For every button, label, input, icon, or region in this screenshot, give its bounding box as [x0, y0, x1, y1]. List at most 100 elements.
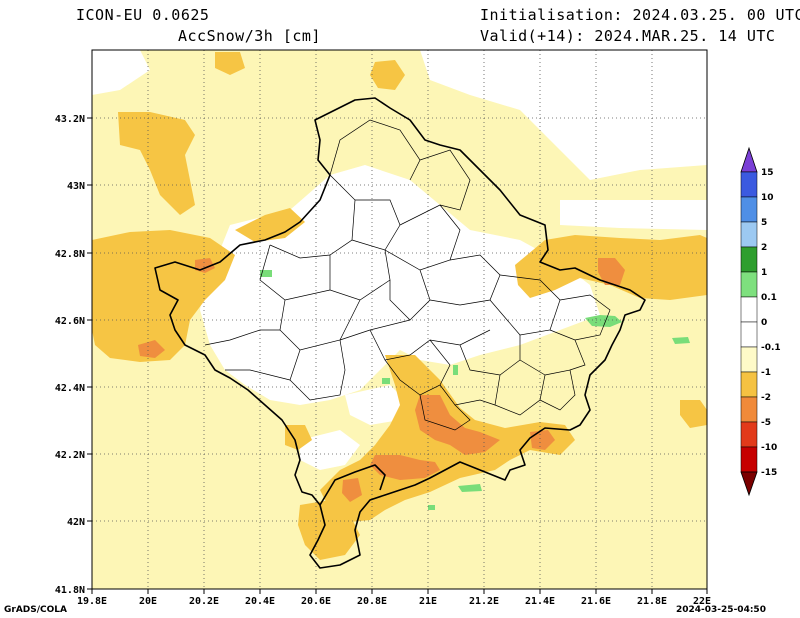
model-title: ICON-EU 0.0625 [76, 6, 210, 24]
colorbar-label: 1 [761, 268, 767, 278]
inner-border-11 [289, 339, 346, 401]
colorbar-label: -5 [761, 418, 771, 428]
snow-green-5 [453, 365, 458, 375]
colorbar-label: -2 [761, 393, 771, 403]
valid-time: Valid(+14): 2024.MAR.25. 14 UTC [480, 27, 776, 45]
snow-green-6 [382, 378, 390, 384]
inner-border-21 [549, 294, 611, 341]
lat-labels: 43.2N 43N 42.8N 42.6N 42.4N 42.2N 42N 41… [55, 114, 85, 596]
inner-border-17 [204, 329, 280, 346]
lat-label: 41.8N [55, 585, 85, 596]
zero-area-north [280, 50, 707, 180]
snow-yellow-topleft [215, 52, 245, 75]
inner-border-20 [419, 149, 471, 211]
snow-orange-south-1 [415, 395, 500, 455]
lat-label: 42.4N [55, 383, 85, 394]
inner-border-15 [539, 369, 576, 411]
inner-border-6 [429, 254, 501, 306]
colorbar-swatch [740, 196, 758, 223]
lon-label: 20.2E [189, 596, 219, 607]
lat-label: 42.6N [55, 316, 85, 327]
snow-field [92, 50, 707, 589]
colorbar-labels: 15 10 5 2 1 0.1 0 -0.1 -1 -2 -5 -10 -15 [761, 168, 781, 478]
lon-label: 21.8E [637, 596, 667, 607]
colorbar-label: 0.1 [761, 293, 777, 303]
inner-border-1 [269, 174, 356, 259]
municipal-borders [204, 119, 611, 431]
snow-orange-west [138, 340, 165, 358]
colorbar-swatch [740, 171, 758, 198]
lat-label: 43.2N [55, 114, 85, 125]
lat-label: 42N [67, 517, 85, 528]
zero-area-south-center [345, 385, 405, 425]
lon-label: 20.4E [245, 596, 275, 607]
colorbar-swatch [740, 221, 758, 248]
inner-border-22 [569, 339, 586, 371]
region-border-south [319, 464, 386, 506]
lon-label: 20.8E [357, 596, 387, 607]
colorbar-swatch [740, 396, 758, 423]
lat-label: 42.2N [55, 450, 85, 461]
region-border [154, 97, 646, 569]
snow-yellow-nw [118, 112, 195, 215]
variable-title: AccSnow/3h [cm] [178, 27, 321, 45]
lon-labels: 19.8E 20E 20.2E 20.4E 20.6E 20.8E 21E 21… [77, 596, 711, 607]
zero-area-top-left [92, 50, 150, 95]
inner-border-14 [494, 359, 546, 416]
footer-credit: GrADS/COLA [4, 605, 67, 615]
colorbar-label: -10 [761, 443, 777, 453]
inner-border-23 [439, 384, 496, 406]
snow-green-1 [260, 270, 272, 277]
inner-border-16 [384, 339, 451, 396]
colorbar-swatch [740, 296, 758, 323]
colorbar-swatch [740, 246, 758, 273]
inner-border-19 [329, 119, 421, 181]
colorbar-top-arrow [740, 146, 758, 173]
inner-border-24 [419, 394, 471, 431]
snow-yellow-se [680, 400, 707, 428]
snow-green-7 [428, 505, 435, 510]
lon-label: 21.4E [525, 596, 555, 607]
colorbar-label: 10 [761, 193, 774, 203]
snow-yellow-north-blob [370, 60, 405, 90]
inner-border-12 [369, 329, 491, 361]
colorbar [740, 146, 758, 497]
lat-label: 43N [67, 181, 85, 192]
snow-green-4 [458, 484, 482, 492]
snow-yellow-southwest [298, 500, 360, 560]
lon-label: 21.2E [469, 596, 499, 607]
lon-label: 20.6E [301, 596, 331, 607]
axis-ticks [87, 117, 708, 594]
lat-label: 42.8N [55, 249, 85, 260]
colorbar-bottom-arrow [740, 471, 758, 497]
snow-orange-south-3 [530, 430, 555, 450]
colorbar-label: 0 [761, 318, 767, 328]
inner-border-3 [384, 204, 461, 271]
inner-border-8 [259, 244, 331, 301]
colorbar-label: -1 [761, 368, 771, 378]
colorbar-label: 15 [761, 168, 774, 178]
lon-label: 21.6E [581, 596, 611, 607]
init-time: Initialisation: 2024.03.25. 00 UTC [480, 6, 800, 24]
colorbar-label: 2 [761, 243, 767, 253]
footer-timestamp: 2024-03-25-04:50 [676, 605, 766, 615]
inner-border-7 [489, 274, 561, 336]
colorbar-swatch [740, 446, 758, 473]
snow-yellow-ridge [235, 208, 305, 242]
colorbar-swatch [740, 346, 758, 373]
snow-green-2 [585, 315, 622, 327]
colorbar-swatch [740, 271, 758, 298]
snow-orange-east [598, 258, 625, 285]
snow-orange-south-4 [342, 478, 362, 502]
zero-area-south [300, 430, 360, 470]
colorbar-swatch [740, 371, 758, 398]
colorbar-label: -0.1 [761, 343, 781, 353]
colorbar-label: 5 [761, 218, 767, 228]
lon-label: 22E [693, 596, 711, 607]
snow-yellow-sw-corner [285, 425, 312, 450]
lon-label: 19.8E [77, 596, 107, 607]
inner-border-18 [225, 369, 291, 381]
zero-area-east [560, 200, 707, 230]
lon-label: 21E [419, 596, 437, 607]
snow-green-3 [672, 337, 690, 344]
